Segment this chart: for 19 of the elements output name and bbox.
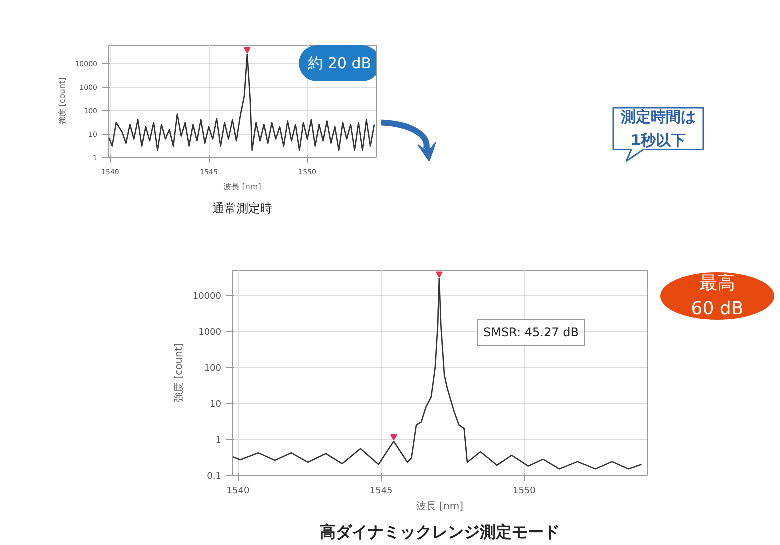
y-axis-title: 強度 [count] bbox=[58, 78, 68, 126]
x-tick-label: 1540 bbox=[226, 486, 250, 496]
text: 測定時間は 1秒以下 bbox=[620, 108, 696, 150]
y-tick-label: 0.1 bbox=[207, 472, 222, 482]
y-tick-label: 10000 bbox=[192, 292, 222, 302]
y-tick-label: 1 bbox=[216, 436, 222, 446]
y-tick-label: 100 bbox=[204, 364, 222, 374]
text: 最高 60 dB bbox=[691, 273, 744, 320]
annotation: SMSR: 45.27 dB bbox=[484, 326, 579, 340]
text: 通常測定時 bbox=[212, 202, 272, 216]
x-tick-label: 1550 bbox=[512, 486, 536, 496]
annotation: 約 20 dB bbox=[308, 54, 372, 72]
x-tick-label: 1545 bbox=[370, 486, 393, 496]
x-axis-title: 波長 [nm] bbox=[416, 500, 464, 512]
y-tick-label: 10 bbox=[210, 400, 222, 410]
y-axis-title: 強度 [count] bbox=[172, 343, 185, 403]
y-tick-label: 1000 bbox=[198, 328, 222, 338]
x-axis-title: 波長 [nm] bbox=[224, 182, 262, 192]
text: 高ダイナミックレンジ測定モード bbox=[320, 522, 560, 542]
